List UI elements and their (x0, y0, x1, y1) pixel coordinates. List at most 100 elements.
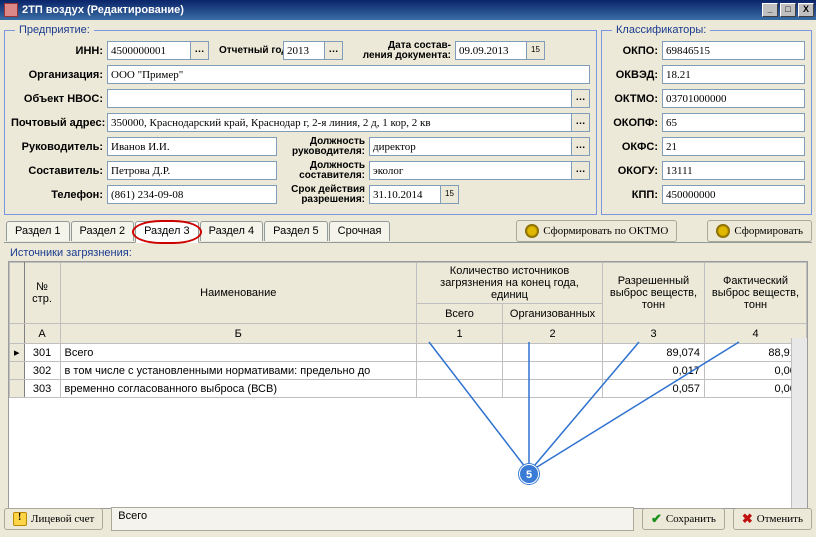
okogu-label: ОКОГУ: (608, 165, 662, 177)
phone-label: Телефон: (11, 189, 107, 201)
obj-lookup-button[interactable]: … (572, 89, 590, 108)
year-lookup-button[interactable]: … (325, 41, 343, 60)
permit-label: Срок действияразрешения: (277, 185, 369, 205)
form-by-oktmo-label: Сформировать по ОКТМО (543, 225, 668, 237)
tab-section-2[interactable]: Раздел 2 (71, 221, 135, 241)
col-head-qty: Количество источниковзагрязнения на коне… (417, 263, 603, 304)
phone-input[interactable] (107, 185, 277, 204)
head-pos-input[interactable] (369, 137, 572, 156)
comp-pos-input[interactable] (369, 161, 572, 180)
okpo-label: ОКПО: (608, 45, 662, 57)
head-pos-label: Должностьруководителя: (277, 137, 369, 157)
window-title: 2ТП воздух (Редактирование) (22, 4, 762, 16)
okfs-input[interactable] (662, 137, 805, 156)
tabs-bar: Раздел 1 Раздел 2 Раздел 3 Раздел 4 Разд… (4, 219, 812, 243)
close-button[interactable]: X (798, 3, 814, 17)
col-letter-b: Б (60, 324, 416, 344)
check-icon: ✔ (651, 513, 662, 525)
enterprise-legend: Предприятие: (15, 24, 94, 36)
docdate-calendar-button[interactable]: 15 (527, 41, 545, 60)
cancel-button-label: Отменить (757, 513, 803, 525)
classifiers-group: Классификаторы: ОКПО: ОКВЭД: ОКТМО: ОКОП… (601, 24, 812, 215)
status-bar: Всего (111, 507, 634, 531)
comp-pos-label: Должностьсоставителя: (277, 161, 369, 181)
addr-input[interactable] (107, 113, 572, 132)
sources-grid[interactable]: №стр. Наименование Количество источников… (8, 261, 808, 509)
col-head-total: Всего (417, 304, 503, 324)
head-label: Руководитель: (11, 141, 107, 153)
oktmo-input[interactable] (662, 89, 805, 108)
kpp-label: КПП: (608, 189, 662, 201)
col-num-3: 3 (603, 324, 705, 344)
obj-input[interactable] (107, 89, 572, 108)
form-button[interactable]: Сформировать (707, 220, 812, 242)
okopf-label: ОКОПФ: (608, 117, 662, 129)
col-letter-a: А (24, 324, 60, 344)
okpo-input[interactable] (662, 41, 805, 60)
org-input[interactable] (107, 65, 590, 84)
col-num-2: 2 (503, 324, 603, 344)
okved-label: ОКВЭД: (608, 69, 662, 81)
okved-input[interactable] (662, 65, 805, 84)
app-icon (4, 3, 18, 17)
row-indicator-icon: ▸ (10, 344, 25, 362)
inn-label: ИНН: (11, 45, 107, 57)
docdate-label: Дата состав-ления документа: (353, 41, 455, 61)
account-button[interactable]: Лицевой счет (4, 508, 103, 530)
okopf-input[interactable] (662, 113, 805, 132)
col-num-1: 1 (417, 324, 503, 344)
col-head-name: Наименование (60, 263, 416, 324)
tab-urgent[interactable]: Срочная (329, 221, 391, 241)
obj-label: Объект НВОС: (11, 93, 107, 105)
col-head-organized: Организованных (503, 304, 603, 324)
addr-lookup-button[interactable]: … (572, 113, 590, 132)
grid-corner (10, 263, 25, 324)
inn-input[interactable] (107, 41, 191, 60)
table-row[interactable]: 303 временно согласованного выброса (ВСВ… (10, 380, 807, 398)
gear-icon (525, 224, 539, 238)
col-head-num: №стр. (24, 263, 60, 324)
vertical-scrollbar[interactable] (791, 338, 807, 508)
comp-input[interactable] (107, 161, 277, 180)
permit-input[interactable] (369, 185, 441, 204)
form-by-oktmo-button[interactable]: Сформировать по ОКТМО (516, 220, 677, 242)
col-head-actual: Фактическийвыброс веществ,тонн (705, 263, 807, 324)
maximize-button[interactable]: □ (780, 3, 796, 17)
save-button[interactable]: ✔ Сохранить (642, 508, 725, 530)
tab-section-3[interactable]: Раздел 3 (135, 221, 199, 243)
year-input[interactable] (283, 41, 325, 60)
okogu-input[interactable] (662, 161, 805, 180)
classifiers-legend: Классификаторы: (612, 24, 710, 36)
comp-pos-lookup-button[interactable]: … (572, 161, 590, 180)
enterprise-group: Предприятие: ИНН: … Отчетный год: … Дата… (4, 24, 597, 215)
minimize-button[interactable]: _ (762, 3, 778, 17)
tab-section-4[interactable]: Раздел 4 (200, 221, 264, 241)
tab-section-5[interactable]: Раздел 5 (264, 221, 328, 241)
account-button-label: Лицевой счет (31, 513, 94, 525)
head-input[interactable] (107, 137, 277, 156)
warning-icon (13, 512, 27, 526)
x-icon: ✖ (742, 513, 753, 525)
comp-label: Составитель: (11, 165, 107, 177)
docdate-input[interactable] (455, 41, 527, 60)
table-row[interactable]: 302 в том числе с установленными нормати… (10, 362, 807, 380)
year-label: Отчетный год: (219, 46, 283, 56)
head-pos-lookup-button[interactable]: … (572, 137, 590, 156)
titlebar: 2ТП воздух (Редактирование) _ □ X (0, 0, 816, 20)
permit-calendar-button[interactable]: 15 (441, 185, 459, 204)
form-button-label: Сформировать (734, 225, 803, 237)
oktmo-label: ОКТМО: (608, 93, 662, 105)
addr-label: Почтовый адрес: (11, 117, 107, 129)
annotation-callout: 5 (519, 464, 539, 484)
kpp-input[interactable] (662, 185, 805, 204)
gear-icon (716, 224, 730, 238)
sources-legend: Источники загрязнения: (10, 247, 812, 259)
tab-section-1[interactable]: Раздел 1 (6, 221, 70, 241)
org-label: Организация: (11, 69, 107, 81)
col-head-allowed: Разрешенныйвыброс веществ,тонн (603, 263, 705, 324)
table-row[interactable]: ▸ 301 Всего 89,074 88,918 (10, 344, 807, 362)
cancel-button[interactable]: ✖ Отменить (733, 508, 812, 530)
okfs-label: ОКФС: (608, 141, 662, 153)
save-button-label: Сохранить (666, 513, 716, 525)
inn-lookup-button[interactable]: … (191, 41, 209, 60)
